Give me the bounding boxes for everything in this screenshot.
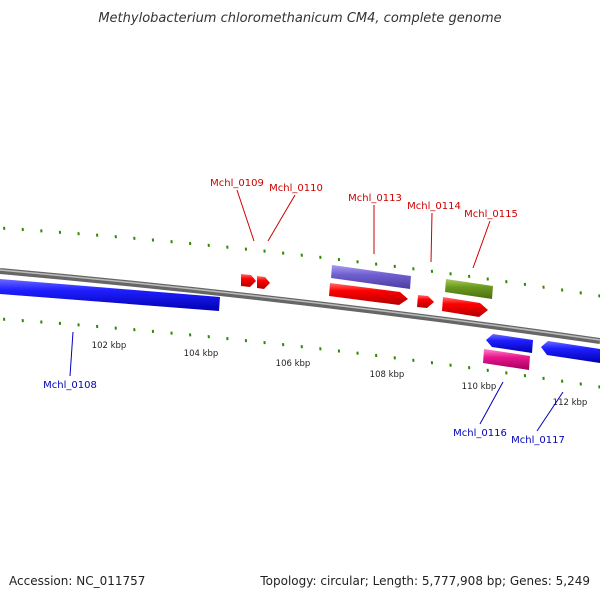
genome-backbone — [0, 268, 600, 344]
gene-label-mchl-0117[interactable]: Mchl_0117 — [511, 435, 565, 446]
gene-mchl-0115-red[interactable] — [442, 297, 488, 317]
genome-summary-text: Topology: circular; Length: 5,777,908 bp… — [260, 574, 590, 588]
gene-mchl-0115[interactable] — [445, 279, 493, 299]
scale-label-106: 106 kbp — [276, 359, 311, 369]
gene-label-mchl-0115[interactable]: Mchl_0115 — [464, 209, 518, 220]
gene-mchl-0117[interactable] — [541, 341, 600, 363]
map-title: Methylobacterium chloromethanicum CM4, c… — [98, 11, 501, 26]
gene-label-mchl-0108[interactable]: Mchl_0108 — [43, 380, 97, 391]
gene-labels: Mchl_0108 Mchl_0109 Mchl_0110 Mchl_0113 … — [43, 178, 565, 446]
scale-label-112: 112 kbp — [553, 398, 588, 408]
scale-label-104: 104 kbp — [184, 349, 219, 359]
gene-label-mchl-0113[interactable]: Mchl_0113 — [348, 193, 402, 204]
scale-label-110: 110 kbp — [462, 382, 497, 392]
tick-row-top — [3, 226, 600, 298]
scale-label-102: 102 kbp — [92, 341, 127, 351]
gene-label-mchl-0114[interactable]: Mchl_0114 — [407, 201, 461, 212]
gene-label-mchl-0110[interactable]: Mchl_0110 — [269, 183, 323, 194]
gene-mchl-0113[interactable] — [331, 265, 411, 289]
gene-mchl-0113-red[interactable] — [329, 283, 408, 305]
tick-row-bottom — [3, 317, 600, 389]
gene-mchl-0116-pink[interactable] — [483, 349, 530, 370]
gene-label-mchl-0109[interactable]: Mchl_0109 — [210, 178, 264, 189]
gene-mchl-0114[interactable] — [417, 295, 434, 308]
scale-labels: 102 kbp 104 kbp 106 kbp 108 kbp 110 kbp … — [92, 341, 588, 408]
scale-label-108: 108 kbp — [370, 370, 405, 380]
label-leaders — [69, 189, 564, 432]
gene-label-mchl-0116[interactable]: Mchl_0116 — [453, 428, 507, 439]
gene-mchl-0108[interactable] — [0, 279, 220, 311]
gene-mchl-0110[interactable] — [257, 276, 270, 289]
accession-text: Accession: NC_011757 — [9, 574, 146, 588]
gene-mchl-0109[interactable] — [241, 274, 256, 287]
gene-mchl-0116[interactable] — [486, 334, 533, 353]
